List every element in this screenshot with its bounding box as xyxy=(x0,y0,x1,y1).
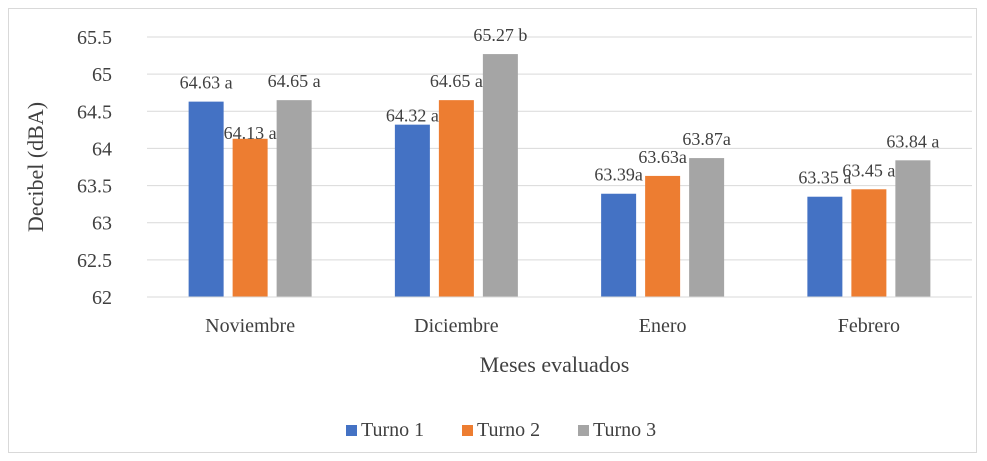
y-axis-title: Decibel (dBA) xyxy=(23,102,48,232)
y-tick-label: 65 xyxy=(92,64,112,86)
legend-swatch xyxy=(462,425,473,436)
bar-turno-1-febrero xyxy=(807,196,843,297)
data-label: 63.39a xyxy=(594,165,643,185)
x-tick-label: Febrero xyxy=(838,315,900,337)
data-label: 64.65 a xyxy=(268,71,321,91)
y-tick-label: 65.5 xyxy=(77,27,112,49)
legend-label: Turno 3 xyxy=(593,419,656,441)
data-label: 65.27 b xyxy=(473,25,527,45)
data-labels: 64.63 a 64.13 a 64.65 a 64.32 a 64.65 a 65.27… xyxy=(180,25,940,188)
legend: Turno 1 Turno 2 Turno 3 xyxy=(346,419,656,441)
data-label: 64.63 a xyxy=(180,73,233,93)
bar-turno-2-noviembre xyxy=(232,138,268,297)
x-tick-label: Diciembre xyxy=(414,315,499,337)
y-tick-label: 62 xyxy=(92,287,112,309)
x-axis-title: Meses evaluados xyxy=(480,352,630,377)
data-label: 63.63a xyxy=(638,147,687,167)
y-tick-label: 63 xyxy=(92,213,112,235)
x-axis-ticks: Noviembre Diciembre Enero Febrero xyxy=(205,315,900,337)
bar-turno-1-enero xyxy=(601,193,637,297)
bars xyxy=(188,54,931,298)
data-label: 63.87a xyxy=(682,129,731,149)
x-tick-label: Noviembre xyxy=(205,315,295,337)
x-tick-label: Enero xyxy=(639,315,687,337)
bar-turno-3-febrero xyxy=(895,160,931,297)
y-tick-label: 63.5 xyxy=(77,176,112,198)
data-label: 64.65 a xyxy=(430,71,483,91)
data-label: 64.13 a xyxy=(224,123,277,143)
bar-turno-3-diciembre xyxy=(482,54,518,298)
y-axis-ticks: 62 62.5 63 63.5 64 64.5 65 65.5 xyxy=(77,27,112,309)
legend-swatch xyxy=(346,425,357,436)
bar-turno-3-enero xyxy=(689,158,725,297)
data-label: 63.35 a xyxy=(798,168,851,188)
legend-label: Turno 1 xyxy=(361,419,424,441)
bar-turno-2-diciembre xyxy=(438,100,474,298)
bar-turno-3-noviembre xyxy=(276,100,312,298)
data-label: 63.84 a xyxy=(886,131,939,151)
bar-turno-1-diciembre xyxy=(394,124,430,298)
y-tick-label: 62.5 xyxy=(77,250,112,272)
legend-swatch xyxy=(578,425,589,436)
data-label: 64.32 a xyxy=(386,106,439,126)
bar-turno-2-febrero xyxy=(851,189,887,297)
bar-turno-1-noviembre xyxy=(188,101,224,297)
y-tick-label: 64.5 xyxy=(77,101,112,123)
legend-label: Turno 2 xyxy=(477,419,540,441)
y-tick-label: 64 xyxy=(92,138,112,160)
bar-turno-2-enero xyxy=(645,175,681,297)
data-label: 63.45 a xyxy=(842,160,895,180)
